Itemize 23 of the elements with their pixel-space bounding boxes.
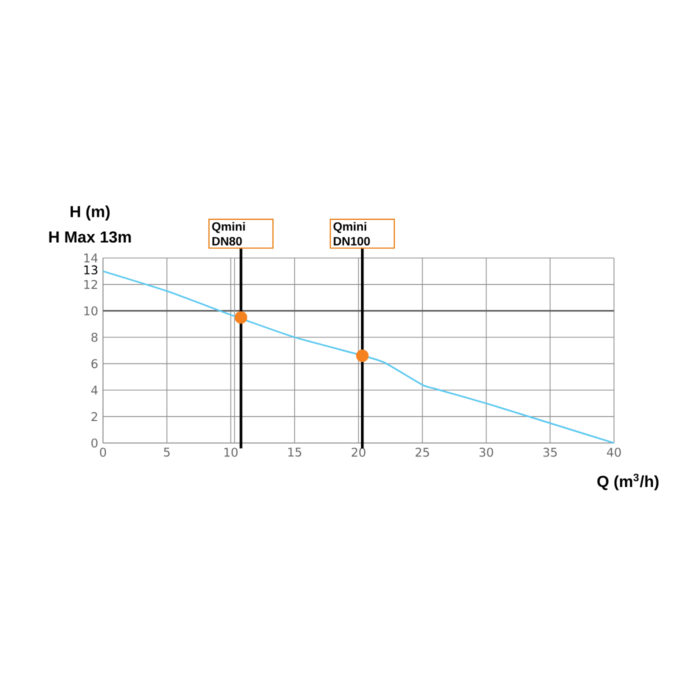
ref-line-label: Qmini DN100 <box>334 222 370 246</box>
x-tick-label: 0 <box>100 448 106 457</box>
text: H Max 13m <box>49 231 131 243</box>
ref-line-label: Qmini DN80 <box>212 222 245 246</box>
y-tick-label: 10 <box>84 306 98 316</box>
x-tick-label: 25 <box>416 448 429 457</box>
x-tick-label: 20 <box>352 448 366 457</box>
y-tick-label: 14 <box>84 254 98 262</box>
x-tick-label: 30 <box>480 448 494 457</box>
y-tick-label: 13 <box>84 265 98 274</box>
x-axis-title: Q (m$^{3}$/h) <box>597 474 659 490</box>
x-tick-label: 10 <box>224 448 238 457</box>
y-tick-label: 12 <box>84 280 98 289</box>
x-tick-label: 35 <box>543 448 557 457</box>
x-tick-label: 40 <box>606 448 621 457</box>
x-tick-label: 5 <box>164 448 170 457</box>
y-tick-label: 0 <box>91 438 98 448</box>
y-tick-label: 4 <box>91 386 98 395</box>
x-tick-label: 15 <box>288 448 302 457</box>
y-tick-label: 8 <box>91 332 98 342</box>
y-tick-label: 2 <box>92 412 98 422</box>
y-axis-title: H (m) <box>70 206 110 220</box>
y-tick-label: 6 <box>91 359 98 368</box>
